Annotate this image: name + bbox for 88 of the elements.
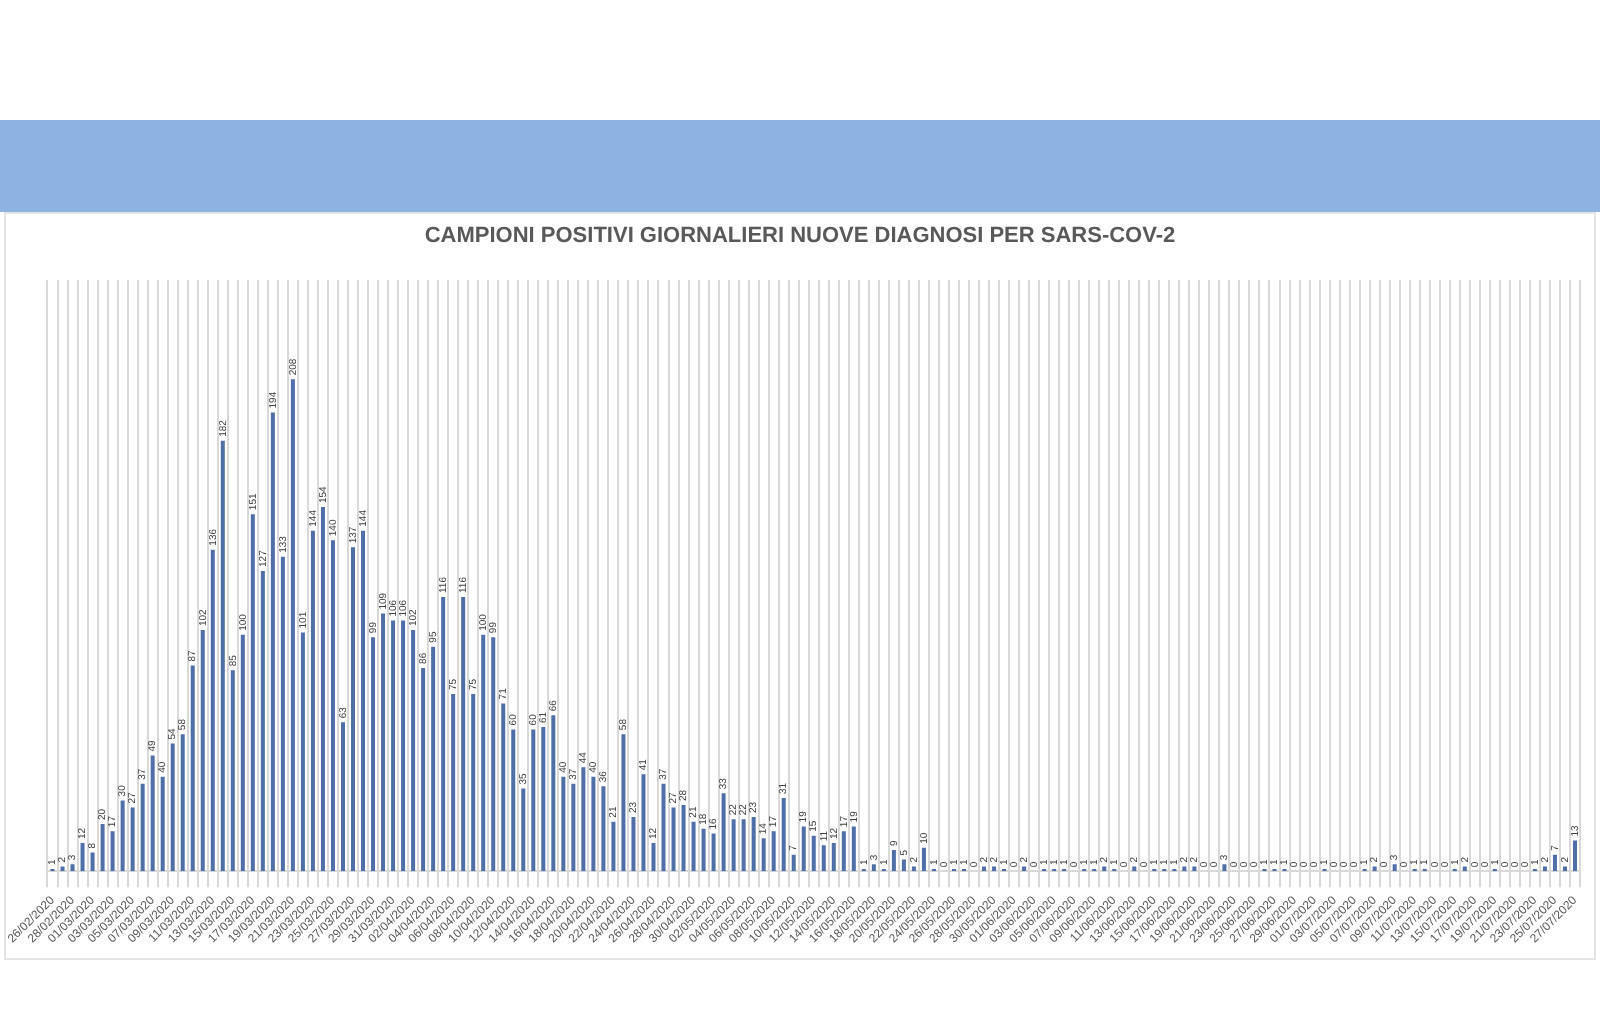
- bar: [841, 831, 846, 872]
- bar: [671, 807, 676, 872]
- bar: [421, 667, 426, 872]
- bar: [401, 620, 406, 872]
- bar: [471, 693, 476, 872]
- bar: [411, 630, 416, 872]
- bar: [1552, 854, 1557, 872]
- bar: [80, 842, 85, 872]
- bar: [591, 776, 596, 872]
- bar: [761, 838, 766, 872]
- bar: [140, 783, 145, 872]
- bar: [791, 854, 796, 872]
- bar: [611, 821, 616, 872]
- bar: [100, 824, 105, 872]
- bar: [711, 833, 716, 872]
- bar: [451, 693, 456, 872]
- bar: [190, 665, 195, 872]
- bar: [481, 634, 486, 872]
- bar: [250, 514, 255, 872]
- bar: [371, 637, 376, 872]
- bar: [631, 816, 636, 872]
- bar: [361, 530, 366, 872]
- bar: [491, 637, 496, 872]
- bar: [701, 828, 706, 872]
- bar: [811, 835, 816, 872]
- bar: [891, 850, 896, 872]
- bar: [751, 816, 756, 872]
- bar: [511, 729, 516, 872]
- bar: [220, 440, 225, 872]
- bar: [150, 755, 155, 872]
- bar: [1572, 840, 1577, 872]
- bar: [461, 596, 466, 872]
- bar: [661, 783, 666, 872]
- bar: [391, 620, 396, 872]
- bar: [771, 831, 776, 872]
- bar: [561, 776, 566, 872]
- bar: [551, 715, 556, 872]
- bar: [260, 570, 265, 872]
- bar: [110, 831, 115, 872]
- bar: [230, 670, 235, 872]
- bar: [501, 703, 506, 872]
- bar: [581, 767, 586, 872]
- bar: [300, 632, 305, 872]
- bar: [921, 847, 926, 872]
- bar: [621, 734, 626, 872]
- chart-title: CAMPIONI POSITIVI GIORNALIERI NUOVE DIAGNOSI PER SARS-COV-2: [422, 224, 1178, 248]
- bar: [270, 412, 275, 872]
- bar: [180, 734, 185, 872]
- bar: [601, 786, 606, 872]
- bar: [130, 807, 135, 872]
- bar: [70, 864, 75, 872]
- bar: [170, 743, 175, 872]
- bar: [731, 819, 736, 872]
- bar: [120, 800, 125, 872]
- bar: [240, 634, 245, 872]
- bar: [521, 788, 526, 872]
- bar: [651, 842, 656, 872]
- bar: [571, 783, 576, 872]
- bar: [641, 774, 646, 872]
- bar: [831, 842, 836, 872]
- bar: [381, 613, 386, 872]
- bar: [741, 819, 746, 872]
- bar: [210, 549, 215, 872]
- bar: [781, 798, 786, 872]
- bar: [531, 729, 536, 872]
- bar: [721, 793, 726, 872]
- bar: [851, 826, 856, 872]
- bar: [871, 864, 876, 872]
- bar: [340, 722, 345, 872]
- bar: [681, 805, 686, 872]
- bar: [1222, 864, 1227, 872]
- bar: [1392, 864, 1397, 872]
- bar: [691, 821, 696, 872]
- bar: [801, 826, 806, 872]
- bar: [310, 530, 315, 872]
- bar: [350, 547, 355, 872]
- bar: [330, 540, 335, 872]
- bar: [821, 845, 826, 872]
- bar: [541, 727, 546, 872]
- bar: [901, 859, 906, 872]
- bar: [280, 556, 285, 872]
- bar: [90, 852, 95, 872]
- bar: [290, 379, 295, 872]
- bar: [200, 630, 205, 872]
- bar: [431, 646, 436, 872]
- bar: [320, 507, 325, 872]
- bar: [160, 776, 165, 872]
- bar: [441, 596, 446, 872]
